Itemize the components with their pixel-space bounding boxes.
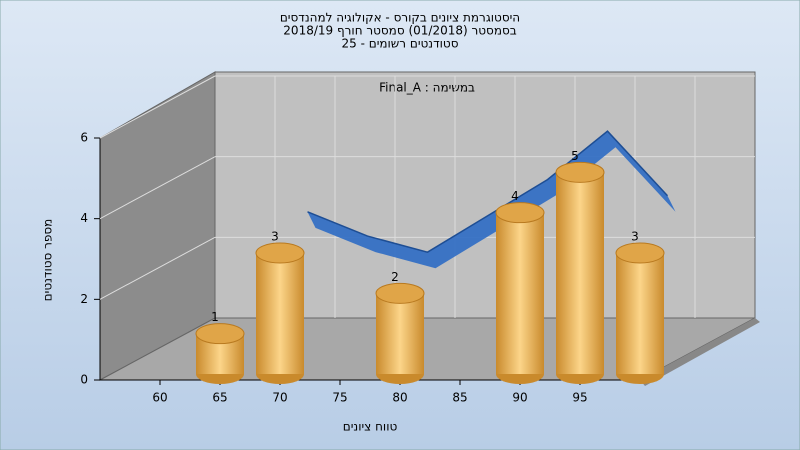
bar (255, 242, 305, 384)
y-tick-label: 0 (80, 373, 88, 387)
x-tick-label: 65 (212, 391, 227, 405)
bar-part (616, 253, 664, 374)
annotation: Final_A : במשימה (379, 81, 475, 95)
floor-edge (640, 318, 760, 386)
grid-line (99, 156, 216, 220)
x-tick-label: 95 (572, 391, 587, 405)
value-label: 5 (571, 149, 579, 163)
x-tick-label: 70 (272, 391, 287, 405)
value-label: 1 (211, 310, 219, 324)
value-label: 3 (631, 230, 639, 244)
y-tick-label: 2 (80, 292, 88, 306)
x-tick-label: 60 (152, 391, 167, 405)
bar (615, 242, 665, 384)
value-label: 4 (511, 189, 519, 203)
bar-part (495, 202, 545, 224)
grid-line (99, 75, 216, 139)
bar-part (256, 253, 304, 374)
bar-part (376, 293, 424, 374)
value-label: 2 (391, 270, 399, 284)
bar (195, 323, 245, 384)
y-axis-label: מספר סטודנטים (41, 219, 55, 302)
x-axis-label: טווח ציונים (343, 420, 398, 434)
bar-part (375, 282, 425, 304)
x-tick-label: 80 (392, 391, 407, 405)
title-line: סטודנטים רשומים - 25 (341, 37, 458, 51)
x-tick-label: 85 (452, 391, 467, 405)
y-tick-label: 4 (80, 211, 88, 225)
bar (495, 202, 545, 384)
bar-part (556, 172, 604, 374)
line (307, 130, 669, 254)
bar-part (195, 323, 245, 345)
x-tick-label: 75 (332, 391, 347, 405)
bar-part (496, 212, 544, 374)
y-tick-label: 6 (80, 131, 88, 145)
bar (555, 161, 605, 384)
bar-part (615, 242, 665, 264)
bar (375, 282, 425, 384)
value-label: 3 (271, 230, 279, 244)
bar-part (255, 242, 305, 264)
bar-part (555, 161, 605, 183)
x-tick-label: 90 (512, 391, 527, 405)
title-line: היסטוגרמת ציונים בקורס - אקולוגיה למהנדס… (280, 11, 520, 25)
grid-line (99, 236, 216, 300)
title-line: בסמסטר (01/2018) סמסטר חורף 2018/19 (283, 24, 516, 38)
